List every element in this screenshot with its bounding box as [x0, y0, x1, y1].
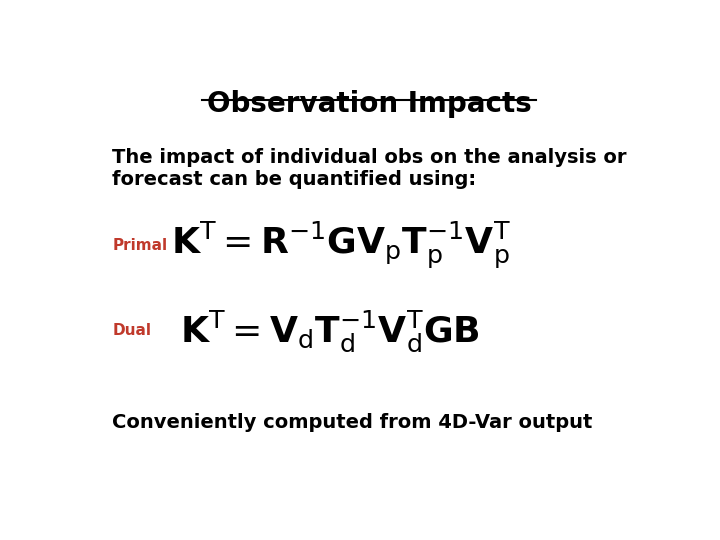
Text: $\mathbf{K}^{\mathrm{T}} = \mathbf{R}^{-1}\mathbf{G}\mathbf{V}_{\mathrm{p}}\math: $\mathbf{K}^{\mathrm{T}} = \mathbf{R}^{-…: [171, 220, 511, 271]
Text: Primal: Primal: [112, 238, 168, 253]
Text: $\mathbf{K}^{\mathrm{T}} = \mathbf{V}_{\mathrm{d}}\mathbf{T}_{\mathrm{d}}^{-1}\m: $\mathbf{K}^{\mathrm{T}} = \mathbf{V}_{\…: [180, 308, 480, 354]
Text: Dual: Dual: [112, 323, 151, 339]
Text: The impact of individual obs on the analysis or
forecast can be quantified using: The impact of individual obs on the anal…: [112, 148, 627, 189]
Text: Observation Impacts: Observation Impacts: [207, 90, 531, 118]
Text: Conveniently computed from 4D-Var output: Conveniently computed from 4D-Var output: [112, 413, 593, 432]
